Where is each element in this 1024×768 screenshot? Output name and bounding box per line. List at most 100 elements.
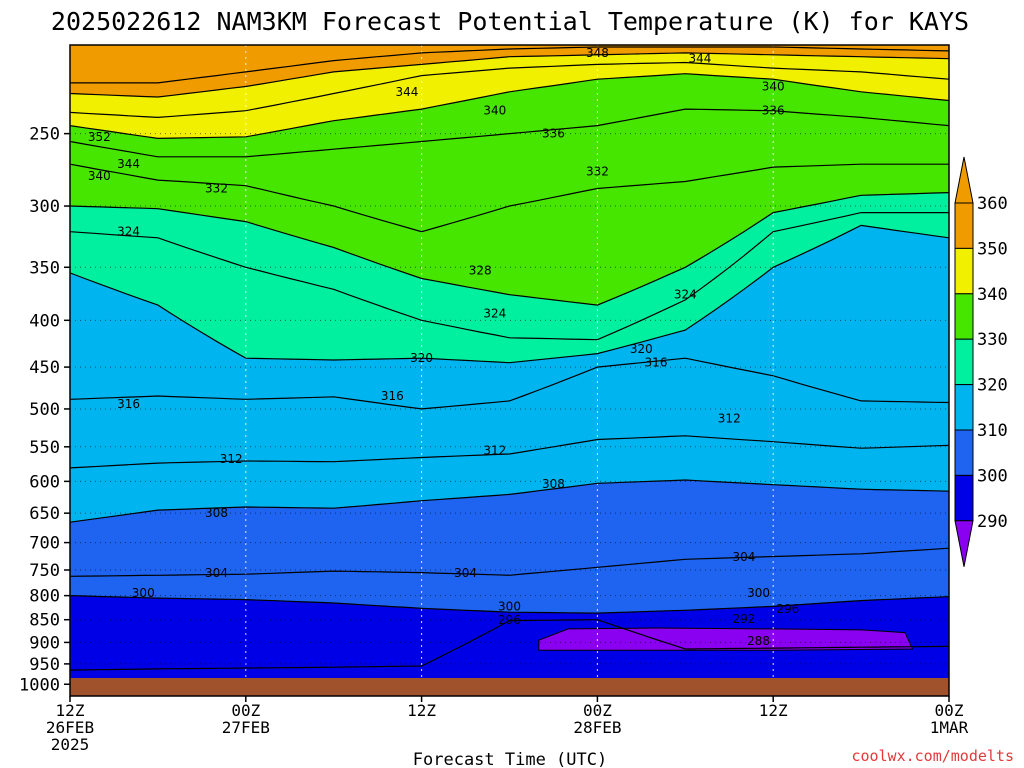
x-tick-label: 12Z xyxy=(759,701,788,720)
y-tick-label: 700 xyxy=(29,534,60,554)
contour-label: 312 xyxy=(718,411,741,425)
contour-label: 344 xyxy=(117,157,140,171)
contour-label: 336 xyxy=(542,127,565,141)
contour-label: 332 xyxy=(205,181,228,195)
colorbar-legend: 360 350 340 330 320 310 300 290 xyxy=(954,156,1008,567)
x-tick-label: 28FEB xyxy=(573,718,621,737)
isentrope-340 xyxy=(70,73,949,140)
contour-label: 344 xyxy=(395,85,418,99)
isentrope-328 xyxy=(70,192,949,306)
x-tick-label: 00Z xyxy=(935,701,964,720)
isentrope-352 xyxy=(70,46,949,84)
chart-title: 2025022612 NAM3KM Forecast Potential Tem… xyxy=(51,7,969,36)
contour-label: 320 xyxy=(410,351,433,365)
y-tick-label: 550 xyxy=(29,438,60,458)
y-tick-label: 950 xyxy=(29,655,60,675)
y-tick-label: 850 xyxy=(29,611,60,631)
ground-surface xyxy=(70,678,949,696)
contour-label: 328 xyxy=(469,264,492,278)
contour-label: 324 xyxy=(117,225,140,239)
y-tick-label: 900 xyxy=(29,633,60,653)
contour-label: 348 xyxy=(586,46,609,60)
x-tick-label: 00Z xyxy=(583,701,612,720)
contour-label: 312 xyxy=(483,443,506,457)
x-tick-label: 27FEB xyxy=(222,718,270,737)
contour-label: 340 xyxy=(762,79,785,93)
contour-label: 316 xyxy=(117,397,140,411)
colorbar-label: 330 xyxy=(977,330,1008,350)
contour-label: 344 xyxy=(688,52,711,66)
colorbar-extend-min xyxy=(954,520,974,567)
isentrope-312 xyxy=(70,435,949,469)
y-tick-label: 500 xyxy=(29,400,60,420)
x-tick-label: 1MAR xyxy=(930,718,969,737)
y-tick-label: 750 xyxy=(29,561,60,581)
contour-label: 320 xyxy=(630,342,653,356)
isentrope-contours xyxy=(70,46,949,671)
contour-label: 296 xyxy=(498,613,521,627)
contour-label: 324 xyxy=(674,288,697,302)
contour-label: 340 xyxy=(88,169,111,183)
isentrope-296 xyxy=(70,619,949,671)
temperature-fill-bands xyxy=(70,45,949,696)
contour-label: 300 xyxy=(132,586,155,600)
colorbar-segment xyxy=(954,202,974,249)
colorbar-label: 360 xyxy=(977,194,1008,214)
contour-labels: 348 344 344 340 340 336 352 336 344 332 340 332 324 3… xyxy=(88,46,799,648)
colorbar-segment xyxy=(954,429,974,476)
y-tick-label: 350 xyxy=(29,258,60,278)
plot-frame xyxy=(69,44,950,697)
contour-label: 308 xyxy=(205,506,228,520)
colorbar-label: 310 xyxy=(977,421,1008,441)
isentrope-316 xyxy=(70,357,949,410)
colorbar-segment xyxy=(954,338,974,386)
colorbar-segment xyxy=(954,384,974,431)
contour-label: 300 xyxy=(747,586,770,600)
contour-label: 300 xyxy=(498,599,521,613)
isentrope-344 xyxy=(70,61,949,119)
x-tick-label: 00Z xyxy=(231,701,260,720)
colorbar-label: 320 xyxy=(977,376,1008,396)
colorbar-label: 340 xyxy=(977,285,1008,305)
band-290-300 xyxy=(70,595,949,696)
contour-label: 324 xyxy=(483,306,506,320)
colorbar-segment xyxy=(954,247,974,295)
x-axis-label: Forecast Time (UTC) xyxy=(413,750,607,768)
y-tick-label: 800 xyxy=(29,587,60,607)
x-tick-label: 12Z xyxy=(56,701,85,720)
contour-label: 316 xyxy=(381,389,404,403)
isentrope-320 xyxy=(70,224,949,364)
contour-label: 336 xyxy=(762,104,785,118)
y-tick-label: 1000 xyxy=(19,675,60,695)
isentrope-348 xyxy=(70,52,949,98)
contour-label: 304 xyxy=(732,550,755,564)
y-tick-label: 600 xyxy=(29,472,60,492)
colorbar-segment xyxy=(954,293,974,340)
y-tick-label: 400 xyxy=(29,311,60,331)
contour-label: 304 xyxy=(205,566,228,580)
contour-label: 304 xyxy=(454,566,477,580)
y-tick-label: 650 xyxy=(29,504,60,524)
x-tick-label: 26FEB xyxy=(46,718,94,737)
contour-label: 288 xyxy=(747,634,770,648)
colorbar-label: 350 xyxy=(977,239,1008,259)
y-tick-label: 300 xyxy=(29,197,60,217)
isentrope-332 xyxy=(70,163,949,233)
pressure-axis: 2503003504004505005506006507007508008509… xyxy=(19,125,70,695)
contour-label: 352 xyxy=(88,130,111,144)
grid-lines xyxy=(70,45,949,696)
contour-label: 292 xyxy=(732,612,755,626)
isentrope-324 xyxy=(70,212,949,341)
x-tick-label: 12Z xyxy=(407,701,436,720)
colorbar-segment xyxy=(954,474,974,522)
x-tick-label: 2025 xyxy=(51,735,90,754)
y-tick-label: 250 xyxy=(29,125,60,145)
isentrope-308 xyxy=(70,479,949,523)
contour-label: 308 xyxy=(542,477,565,491)
contour-label: 312 xyxy=(220,452,243,466)
isentrope-336 xyxy=(70,108,949,158)
y-tick-label: 450 xyxy=(29,358,60,378)
contour-label: 332 xyxy=(586,164,609,178)
